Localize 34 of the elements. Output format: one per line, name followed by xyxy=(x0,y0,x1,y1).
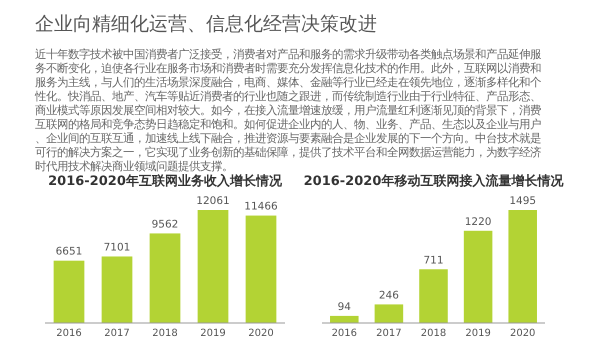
x-tick-label: 2016 xyxy=(56,328,82,339)
data-label: 711 xyxy=(423,254,444,266)
chart-title: 2016-2020年移动互联网接入流量增长情况 xyxy=(304,173,564,189)
text: 近十年数字技术被中国消费者广泛接受，消费者对产品和服务的需求升级带动各类触点场景和产品延伸服务不断变化，迫使各行业在服务市场和消费者时需要充分发挥信息化技术的作用。此外，互联网以消费和服务为主线，与人们的生活场景深度融合，电商、媒体、金融等行业已经走在领先地位，逐渐多样化和个性化。快消品、地产、汽车等贴近消费者的行业也随之跟进，而传统制造行业由于行业特征、产品形态、商业模式等原因发展空间相对较大。如今，在接入流量增速放缓，用户流量红利逐渐见顶的背景下，消费互联网的格局和竞争态势日趋稳定和饱和。如何促进企业内的人、物、业务、产品、生态以及企业与用户、企业间的互联互通，加速线上线下融合，推进资源与要素融合是企业发展的下一个方向。中台技术就是可行的解决方案之一，它实现了业务创新的基础保障，提供了技术平台和全网数据运营能力，为数字经济时代用技术解决商业领域问题提供支撑。 xyxy=(35,48,541,173)
bar xyxy=(150,233,180,323)
bar xyxy=(464,230,492,323)
bar xyxy=(508,210,537,323)
x-tick-label: 2018 xyxy=(152,328,178,339)
bar xyxy=(246,216,276,323)
data-label: 6651 xyxy=(56,246,82,258)
bar xyxy=(419,269,448,323)
x-tick-label: 2019 xyxy=(465,328,491,339)
x-tick-label: 2017 xyxy=(104,328,130,339)
data-label: 7101 xyxy=(104,241,130,254)
bar xyxy=(374,304,404,323)
bar xyxy=(102,256,132,323)
data-label: 94 xyxy=(338,300,352,313)
x-tick-label: 2018 xyxy=(420,328,446,339)
data-label: 11466 xyxy=(244,200,278,213)
chart-title: 2016-2020年互联网业务收入增长情况 xyxy=(48,173,283,189)
x-tick-label: 2016 xyxy=(332,328,358,339)
data-label: 1220 xyxy=(464,216,492,228)
bar xyxy=(54,260,84,323)
data-label: 12061 xyxy=(196,195,230,207)
x-tick-label: 2020 xyxy=(510,328,536,339)
data-label: 1495 xyxy=(509,195,536,207)
x-tick-label: 2020 xyxy=(248,328,274,339)
x-tick-label: 2019 xyxy=(200,328,226,339)
bar xyxy=(198,210,228,323)
text: 企业向精细化运营、信息化经营决策改进 xyxy=(35,13,377,35)
data-label: 246 xyxy=(378,289,400,302)
x-tick-label: 2017 xyxy=(376,328,402,339)
data-label: 9562 xyxy=(152,218,178,230)
bar xyxy=(330,316,359,323)
